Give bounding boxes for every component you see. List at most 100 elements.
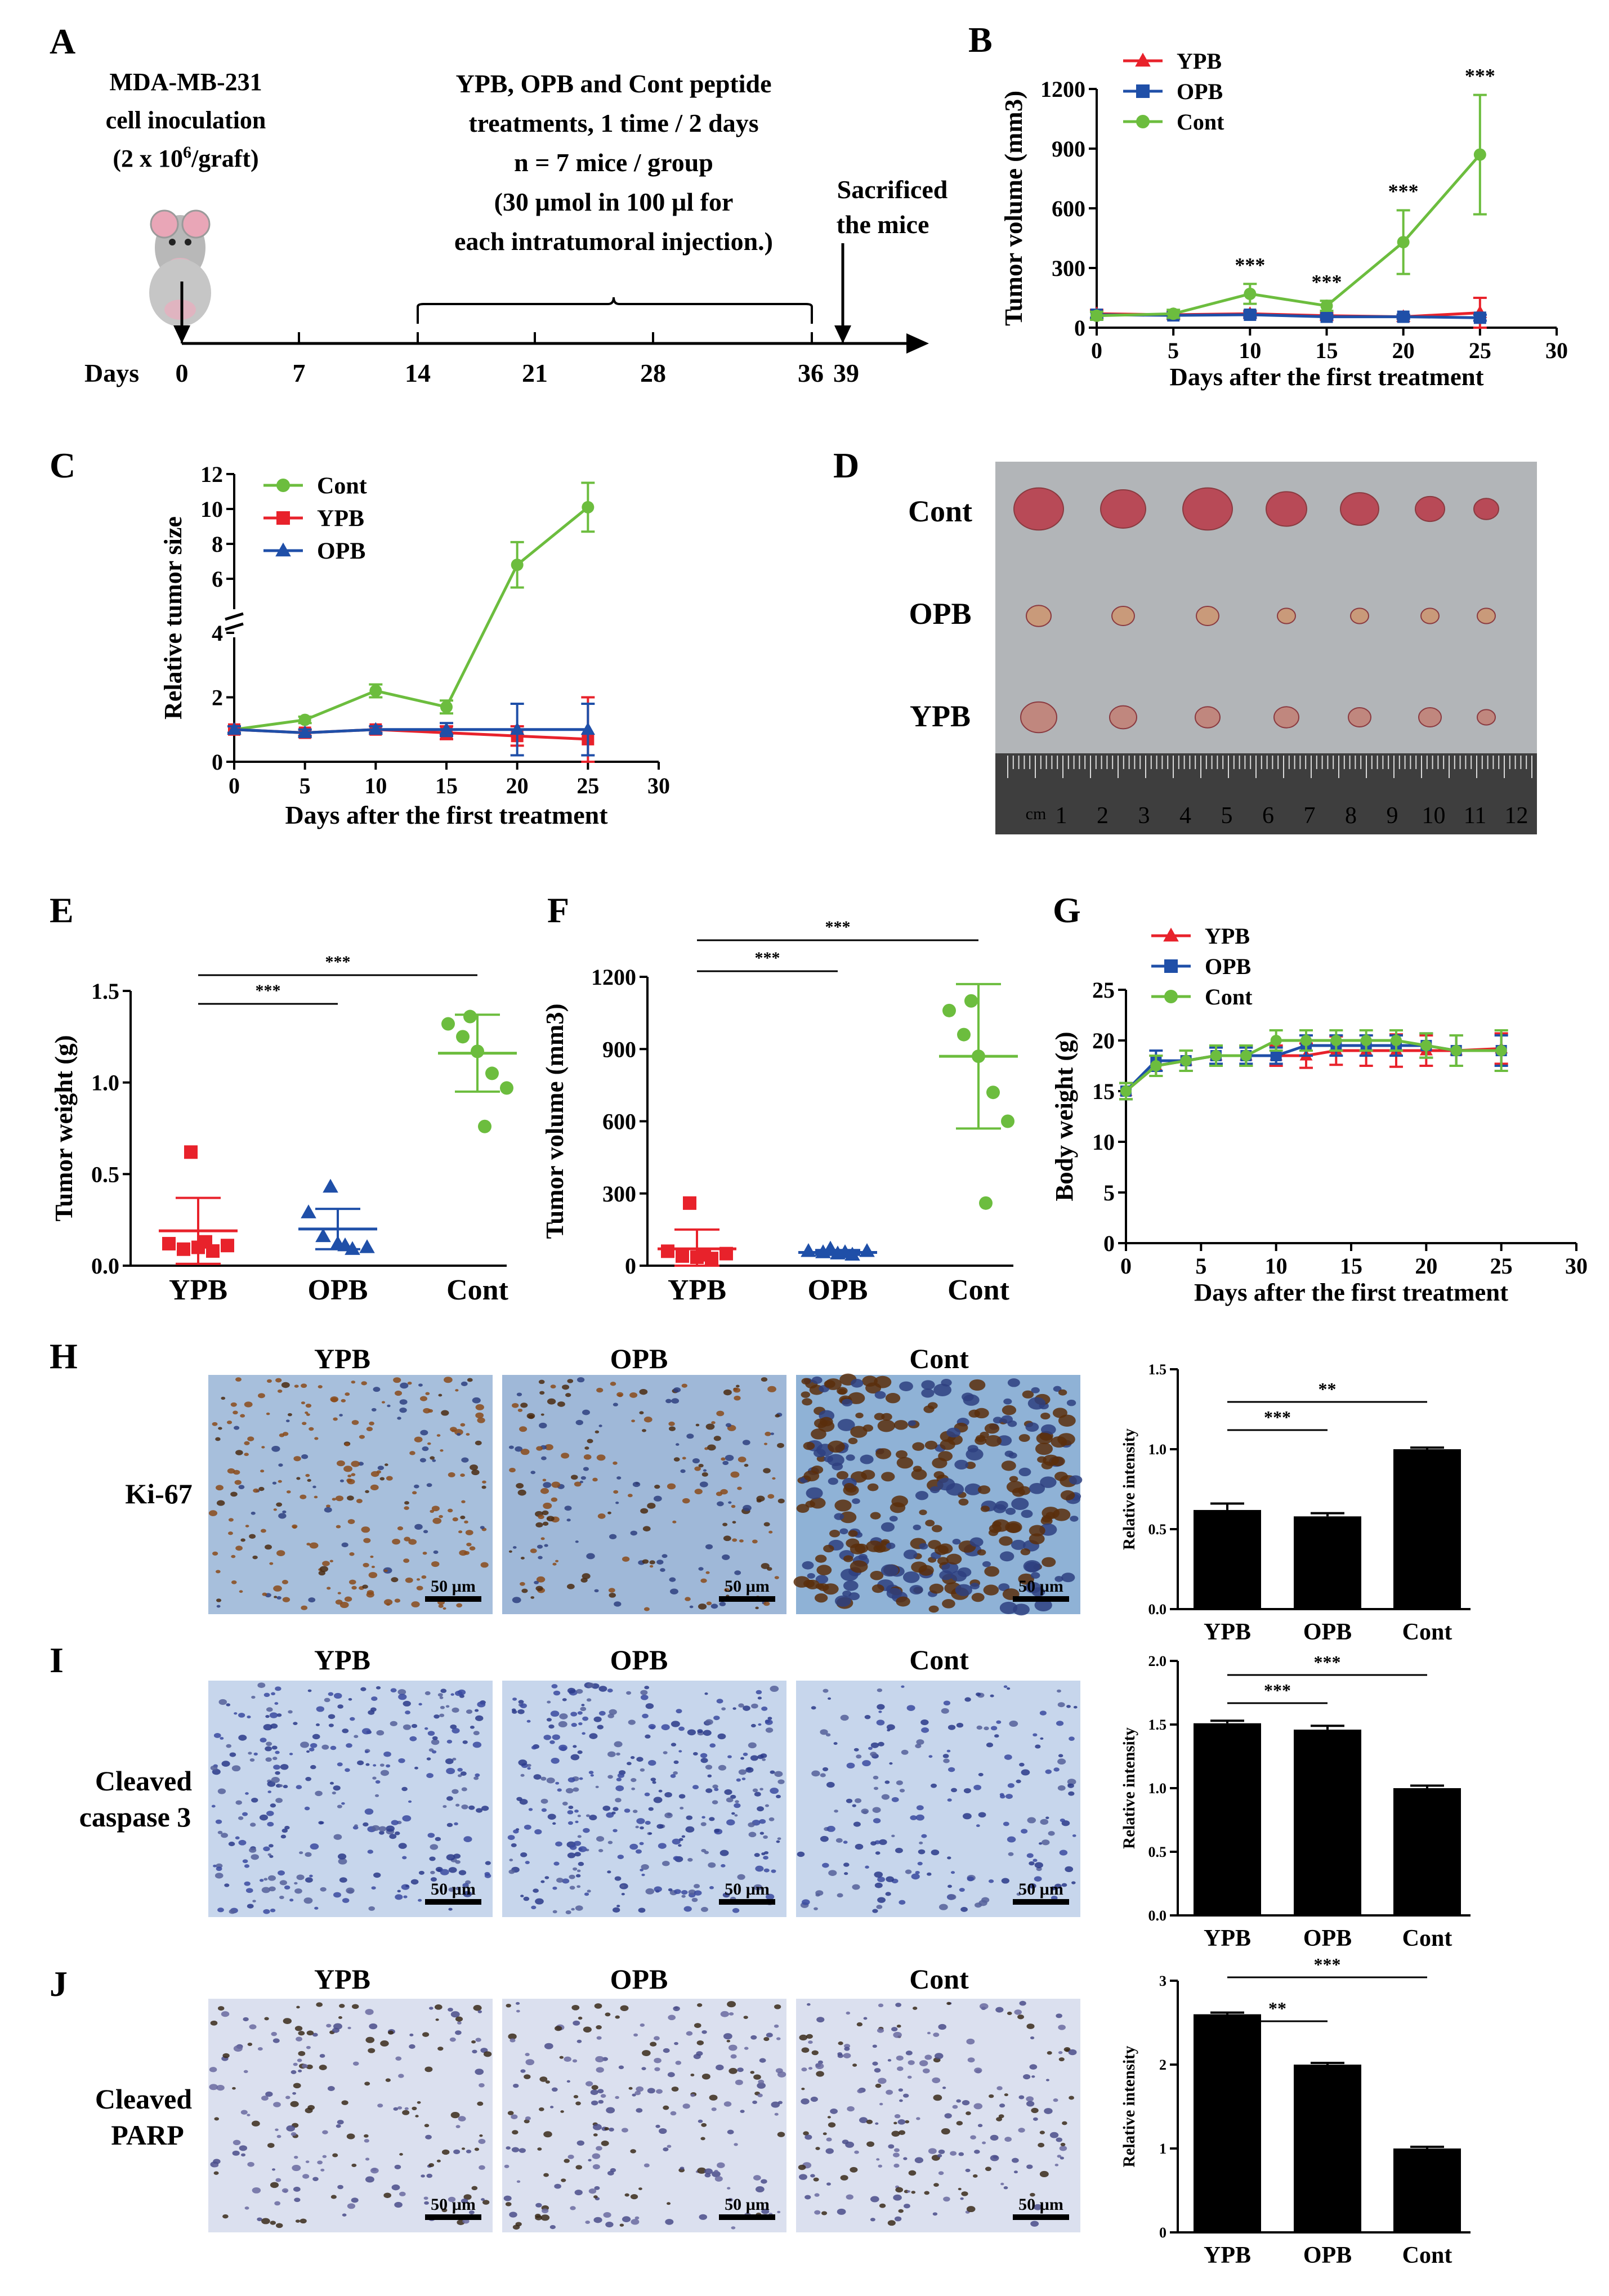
ihc-cell: [448, 2007, 453, 2012]
ihc-cell: [669, 1588, 678, 1594]
ihc-cell: [1040, 1412, 1051, 1420]
ihc-cell: [914, 2157, 924, 2164]
ihc-cell: [974, 2067, 982, 2074]
ihc-cell: [671, 2086, 679, 2092]
ihc-cell: [420, 1430, 428, 1436]
ihc-cell: [376, 1730, 385, 1736]
ihc-cell: [398, 1843, 407, 1849]
ihc-cell: [911, 1873, 920, 1880]
ihc-cell: [575, 2165, 583, 2170]
ihc-cell: [1053, 1767, 1060, 1772]
significance-marker: **: [1268, 1998, 1286, 2018]
ihc-cell: [235, 1545, 243, 1551]
ihc-cell: [290, 2132, 297, 2136]
day-tick-7: 7: [293, 359, 306, 387]
x-tick-label: 5: [1195, 1253, 1206, 1279]
ihc-row-label-ki67: Ki-67: [125, 1478, 192, 1509]
ihc-cell: [996, 2117, 1003, 2121]
ihc-cell: [274, 1596, 278, 1598]
tumor-specimen: [1348, 707, 1371, 727]
ihc-cell: [613, 1402, 618, 1406]
ihc-cell: [944, 2113, 952, 2119]
ihc-cell: [267, 1875, 276, 1881]
data-point-cont: [511, 559, 524, 571]
ihc-cell: [613, 1829, 618, 1833]
ihc-cell: [1039, 2170, 1049, 2178]
ihc-cell: [485, 1861, 491, 1865]
ihc-cell: [596, 2036, 602, 2040]
ihc-cell: [624, 1808, 631, 1813]
ihc-cell: [717, 2162, 725, 2168]
ihc-cell: [1018, 2095, 1025, 2100]
y-axis-label: Relative intensity: [1120, 1727, 1138, 1849]
ihc-cell: [312, 1734, 320, 1740]
ihc-cell: [465, 1885, 469, 1888]
ihc-cell: [347, 1475, 352, 1478]
ihc-cell: [1026, 2101, 1035, 2107]
ihc-cell: [347, 1495, 354, 1501]
ihc-cell: [943, 2196, 950, 2202]
ihc-cell: [978, 1900, 987, 1906]
ihc-cell: [568, 1806, 574, 1810]
ihc-cell: [363, 1562, 369, 1567]
ihc-cell: [526, 1719, 531, 1723]
ihc-cell: [525, 2053, 530, 2056]
ihc-cell: [870, 2196, 879, 2203]
ihc-cell: [866, 1540, 883, 1552]
tumor-specimen: [1350, 607, 1369, 624]
ihc-cell: [339, 1479, 345, 1482]
ihc-cell: [576, 1377, 585, 1383]
ihc-cell: [480, 1562, 489, 1568]
ihc-cell: [967, 2057, 975, 2063]
ihc-cell: [843, 2053, 851, 2058]
ihc-cell: [881, 1522, 895, 1532]
ihc-cell: [905, 2051, 913, 2056]
ihc-cell: [304, 1806, 310, 1811]
ihc-cell: [928, 1755, 933, 1758]
ihc-cell: [852, 1884, 860, 1890]
ihc-cell: [937, 1477, 955, 1491]
x-category-label: Cont: [1402, 1926, 1452, 1951]
ihc-cell: [477, 1417, 485, 1423]
ruler-number: 6: [1262, 803, 1274, 829]
ihc-cell: [271, 1692, 276, 1696]
ihc-cell: [452, 1758, 457, 1761]
ihc-cell: [283, 2018, 292, 2024]
ihc-cell: [594, 2003, 602, 2009]
ihc-cell: [503, 2195, 512, 2201]
ihc-cell: [723, 1389, 732, 1396]
ihc-cell: [512, 1403, 519, 1408]
ihc-cell: [228, 1842, 235, 1847]
ihc-cell: [395, 2056, 402, 2061]
ihc-cell: [576, 2039, 582, 2043]
ihc-cell: [894, 2114, 901, 2119]
ihc-cell: [946, 2002, 951, 2005]
ihc-cell: [705, 1571, 710, 1574]
ihc-cell: [290, 2101, 299, 2107]
ihc-cell: [853, 1748, 859, 1752]
ruler: [995, 753, 1537, 834]
ihc-cell: [743, 1504, 752, 1511]
ihc-cell: [655, 2124, 660, 2128]
ihc-cell: [244, 1881, 251, 1886]
ihc-cell: [518, 1700, 524, 1704]
ihc-cell: [1069, 1736, 1075, 1741]
ihc-cell: [837, 1893, 843, 1898]
ihc-cell: [840, 2175, 848, 2181]
ihc-cell: [680, 1469, 686, 1473]
ihc-cell: [520, 1703, 528, 1708]
data-point-opb: [227, 722, 242, 735]
ihc-cell: [598, 1424, 602, 1427]
ihc-cell: [582, 1573, 591, 1579]
ihc-cell: [877, 1704, 885, 1710]
ihc-cell: [566, 2080, 570, 2083]
ihc-cell: [567, 2154, 574, 2159]
ihc-cell: [669, 1426, 676, 1431]
ihc-cell: [874, 1871, 883, 1878]
ihc-cell: [777, 1442, 784, 1448]
ihc-cell: [214, 2117, 220, 2121]
sacrifice-line-1: Sacrificed: [837, 175, 948, 204]
ihc-cell: [875, 2083, 882, 2088]
ihc-cell: [306, 1750, 310, 1753]
ihc-cell: [293, 2186, 301, 2192]
